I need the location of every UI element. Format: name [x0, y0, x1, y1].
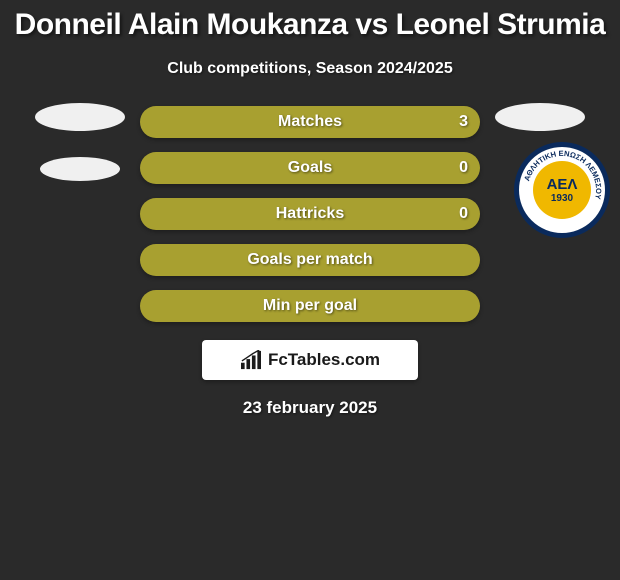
- stat-bar-matches: Matches 3: [140, 106, 480, 138]
- flag-placeholder: [40, 157, 120, 181]
- stat-label: Matches: [278, 113, 342, 131]
- page-subtitle: Club competitions, Season 2024/2025: [0, 60, 620, 78]
- stat-bars: Matches 3 Goals 0 Hattricks 0 Goals per …: [140, 106, 480, 322]
- stat-bar-goals: Goals 0: [140, 152, 480, 184]
- stat-bar-mpg: Min per goal: [140, 290, 480, 322]
- stat-right-value: 3: [459, 113, 468, 131]
- brand-text: FcTables.com: [268, 350, 380, 370]
- stats-area: Matches 3 Goals 0 Hattricks 0 Goals per …: [0, 106, 620, 322]
- badge-inner: ΑΘΛΗΤΙΚΗ ΕΝΩΣΗ ΛΕΜΕΣΟΥ AEΛ 1930: [519, 147, 605, 233]
- left-player-col: [30, 106, 130, 322]
- stat-label: Min per goal: [263, 297, 357, 315]
- flag-placeholder: [495, 103, 585, 131]
- right-player-col: ΑΘΛΗΤΙΚΗ ΕΝΩΣΗ ΛΕΜΕΣΟΥ AEΛ 1930: [490, 106, 590, 322]
- stat-label: Goals per match: [247, 251, 372, 269]
- page-title: Donneil Alain Moukanza vs Leonel Strumia: [0, 8, 620, 42]
- comparison-card: Donneil Alain Moukanza vs Leonel Strumia…: [0, 0, 620, 418]
- badge-ring-text-icon: ΑΘΛΗΤΙΚΗ ΕΝΩΣΗ ΛΕΜΕΣΟΥ: [519, 147, 605, 233]
- svg-text:ΑΘΛΗΤΙΚΗ ΕΝΩΣΗ ΛΕΜΕΣΟΥ: ΑΘΛΗΤΙΚΗ ΕΝΩΣΗ ΛΕΜΕΣΟΥ: [522, 149, 603, 200]
- club-badge: ΑΘΛΗΤΙΚΗ ΕΝΩΣΗ ΛΕΜΕΣΟΥ AEΛ 1930: [514, 142, 610, 238]
- brand-box[interactable]: FcTables.com: [202, 340, 418, 380]
- flag-placeholder: [35, 103, 125, 131]
- date-text: 23 february 2025: [243, 398, 377, 418]
- stat-bar-hattricks: Hattricks 0: [140, 198, 480, 230]
- stat-label: Goals: [288, 159, 332, 177]
- stat-right-value: 0: [459, 205, 468, 223]
- footer: FcTables.com 23 february 2025: [0, 340, 620, 418]
- stat-bar-gpm: Goals per match: [140, 244, 480, 276]
- chart-icon: [240, 350, 262, 370]
- stat-right-value: 0: [459, 159, 468, 177]
- stat-label: Hattricks: [276, 205, 344, 223]
